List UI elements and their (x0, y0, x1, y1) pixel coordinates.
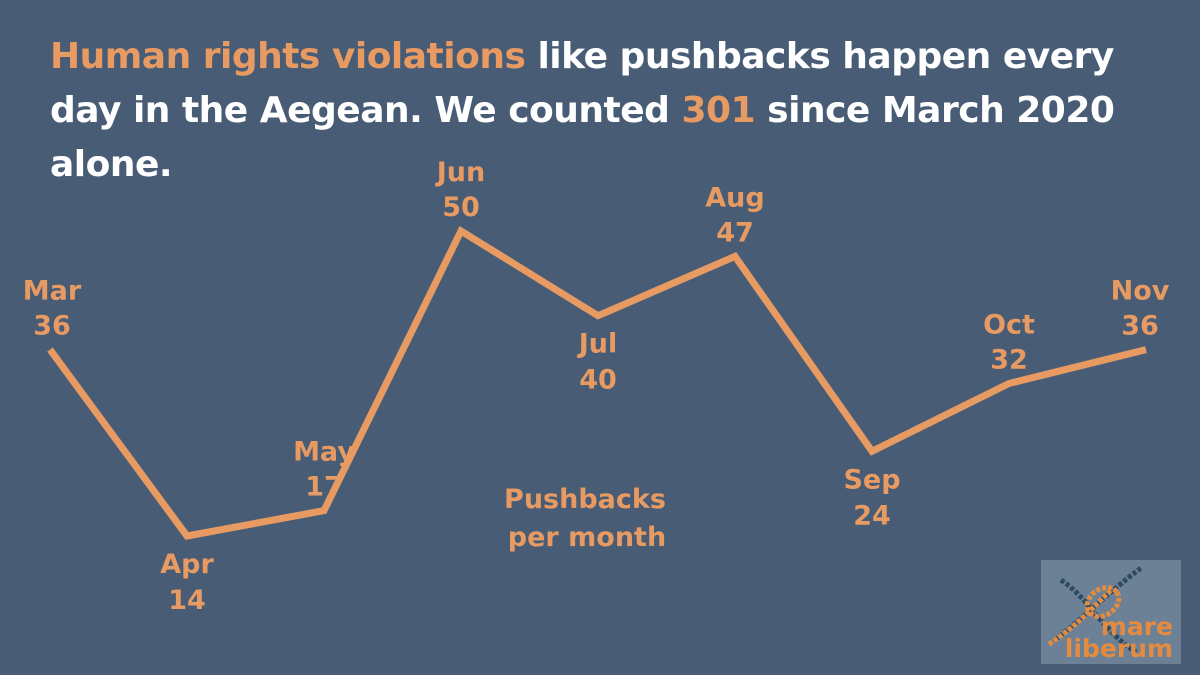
month-label-nov: Nov (1111, 276, 1170, 307)
value-label-apr: 14 (168, 585, 206, 616)
logo-text-mare: mare (1100, 612, 1173, 641)
value-label-jul: 40 (579, 365, 617, 396)
month-label-apr: Apr (160, 549, 214, 580)
chart-annotation-line2: per month (508, 522, 666, 553)
month-label-sep: Sep (843, 464, 900, 495)
value-label-sep: 24 (853, 500, 891, 531)
series-line-pushbacks (47, 225, 1147, 540)
month-label-mar: Mar (23, 276, 82, 307)
logo-text-liberum: liberum (1064, 634, 1173, 663)
mare-liberum-logo: mare liberum (1041, 560, 1181, 664)
value-label-nov: 36 (1121, 311, 1159, 342)
value-label-aug: 47 (716, 217, 754, 248)
data-labels: Mar 36 Apr 14 May 17 Jun 50 Jul 40 Aug 47 Sep 24 Oct 32… (23, 157, 1170, 616)
chart-annotation-line1: Pushbacks (504, 484, 666, 515)
value-label-jun: 50 (442, 192, 480, 223)
headline-text: like pushbacks happen every day in the A… (50, 36, 1114, 131)
value-label-mar: 36 (33, 311, 71, 342)
month-label-jun: Jun (435, 157, 486, 188)
value-label-may: 17 (305, 472, 343, 503)
headline: Human rights violations like pushbacks h… (50, 30, 1170, 192)
value-label-oct: 32 (990, 345, 1028, 376)
headline-text-end: since March 2020 alone. (50, 90, 1115, 185)
month-label-jul: Jul (577, 329, 618, 360)
month-label-aug: Aug (705, 182, 764, 213)
month-label-oct: Oct (983, 310, 1035, 341)
headline-count: 301 (681, 90, 756, 131)
headline-highlight: Human rights violations (50, 36, 526, 77)
rope-knot-icon (1047, 565, 1143, 655)
month-label-may: May (293, 437, 355, 468)
